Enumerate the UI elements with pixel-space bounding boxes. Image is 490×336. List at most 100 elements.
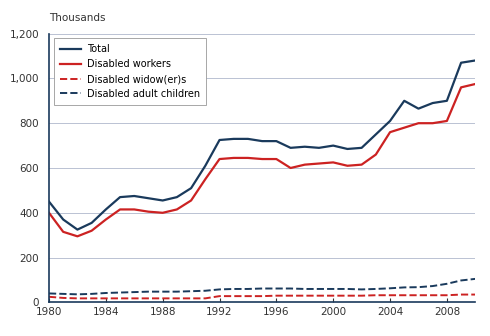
Disabled widow(er)s <box>458 293 464 297</box>
Disabled adult children <box>373 287 379 291</box>
Disabled adult children <box>131 290 137 294</box>
Disabled widow(er)s <box>103 296 109 300</box>
Disabled widow(er)s <box>259 294 265 298</box>
Total <box>103 207 109 211</box>
Disabled widow(er)s <box>472 293 478 297</box>
Disabled widow(er)s <box>117 296 123 300</box>
Disabled widow(er)s <box>89 296 95 300</box>
Disabled workers <box>60 230 66 234</box>
Text: Thousands: Thousands <box>49 13 105 23</box>
Disabled workers <box>131 207 137 211</box>
Disabled adult children <box>103 291 109 295</box>
Total <box>89 221 95 225</box>
Disabled workers <box>288 166 294 170</box>
Total <box>401 99 407 103</box>
Disabled adult children <box>259 287 265 291</box>
Disabled widow(er)s <box>373 293 379 297</box>
Total <box>188 186 194 190</box>
Total <box>344 147 350 151</box>
Disabled adult children <box>458 279 464 283</box>
Disabled workers <box>344 164 350 168</box>
Disabled adult children <box>188 289 194 293</box>
Disabled widow(er)s <box>430 293 436 297</box>
Total <box>359 146 365 150</box>
Total <box>60 217 66 221</box>
Disabled workers <box>472 82 478 86</box>
Line: Disabled widow(er)s: Disabled widow(er)s <box>49 295 475 298</box>
Disabled workers <box>273 157 279 161</box>
Disabled adult children <box>74 292 80 296</box>
Disabled adult children <box>245 287 251 291</box>
Total <box>430 101 436 105</box>
Disabled workers <box>401 126 407 130</box>
Legend: Total, Disabled workers, Disabled widow(er)s, Disabled adult children: Total, Disabled workers, Disabled widow(… <box>54 38 206 105</box>
Disabled workers <box>444 119 450 123</box>
Disabled adult children <box>174 290 180 294</box>
Disabled workers <box>430 121 436 125</box>
Disabled workers <box>89 229 95 233</box>
Disabled widow(er)s <box>217 294 222 298</box>
Disabled workers <box>359 163 365 167</box>
Disabled widow(er)s <box>60 296 66 300</box>
Disabled adult children <box>344 287 350 291</box>
Total <box>160 199 166 203</box>
Line: Disabled workers: Disabled workers <box>49 84 475 236</box>
Disabled workers <box>188 199 194 203</box>
Disabled workers <box>160 211 166 215</box>
Disabled adult children <box>60 292 66 296</box>
Total <box>458 61 464 65</box>
Disabled workers <box>387 130 393 134</box>
Total <box>117 195 123 199</box>
Disabled widow(er)s <box>401 293 407 297</box>
Disabled adult children <box>316 287 322 291</box>
Disabled workers <box>330 160 336 164</box>
Total <box>302 145 308 149</box>
Total <box>174 195 180 199</box>
Total <box>273 139 279 143</box>
Disabled widow(er)s <box>245 294 251 298</box>
Disabled widow(er)s <box>359 294 365 298</box>
Total <box>316 146 322 150</box>
Disabled widow(er)s <box>74 296 80 300</box>
Disabled workers <box>146 210 151 214</box>
Total <box>146 196 151 200</box>
Disabled adult children <box>416 285 421 289</box>
Disabled widow(er)s <box>231 294 237 298</box>
Disabled widow(er)s <box>416 293 421 297</box>
Disabled workers <box>202 177 208 181</box>
Disabled adult children <box>444 282 450 286</box>
Disabled widow(er)s <box>302 294 308 298</box>
Disabled adult children <box>387 286 393 290</box>
Disabled widow(er)s <box>131 296 137 300</box>
Total <box>387 119 393 123</box>
Disabled adult children <box>401 285 407 289</box>
Line: Disabled adult children: Disabled adult children <box>49 279 475 294</box>
Disabled widow(er)s <box>387 293 393 297</box>
Disabled adult children <box>302 287 308 291</box>
Disabled adult children <box>359 287 365 291</box>
Disabled widow(er)s <box>202 296 208 300</box>
Disabled adult children <box>231 287 237 291</box>
Total <box>472 58 478 62</box>
Total <box>131 194 137 198</box>
Disabled widow(er)s <box>146 296 151 300</box>
Line: Total: Total <box>49 60 475 229</box>
Total <box>288 146 294 150</box>
Total <box>202 164 208 168</box>
Total <box>217 138 222 142</box>
Disabled workers <box>245 156 251 160</box>
Disabled adult children <box>117 291 123 295</box>
Disabled widow(er)s <box>444 293 450 297</box>
Disabled widow(er)s <box>174 296 180 300</box>
Disabled widow(er)s <box>316 294 322 298</box>
Disabled widow(er)s <box>46 295 52 299</box>
Disabled widow(er)s <box>330 294 336 298</box>
Disabled widow(er)s <box>344 294 350 298</box>
Disabled adult children <box>46 291 52 295</box>
Disabled workers <box>174 207 180 211</box>
Disabled adult children <box>202 289 208 293</box>
Disabled adult children <box>273 287 279 291</box>
Disabled adult children <box>288 287 294 291</box>
Disabled workers <box>373 153 379 157</box>
Disabled widow(er)s <box>273 294 279 298</box>
